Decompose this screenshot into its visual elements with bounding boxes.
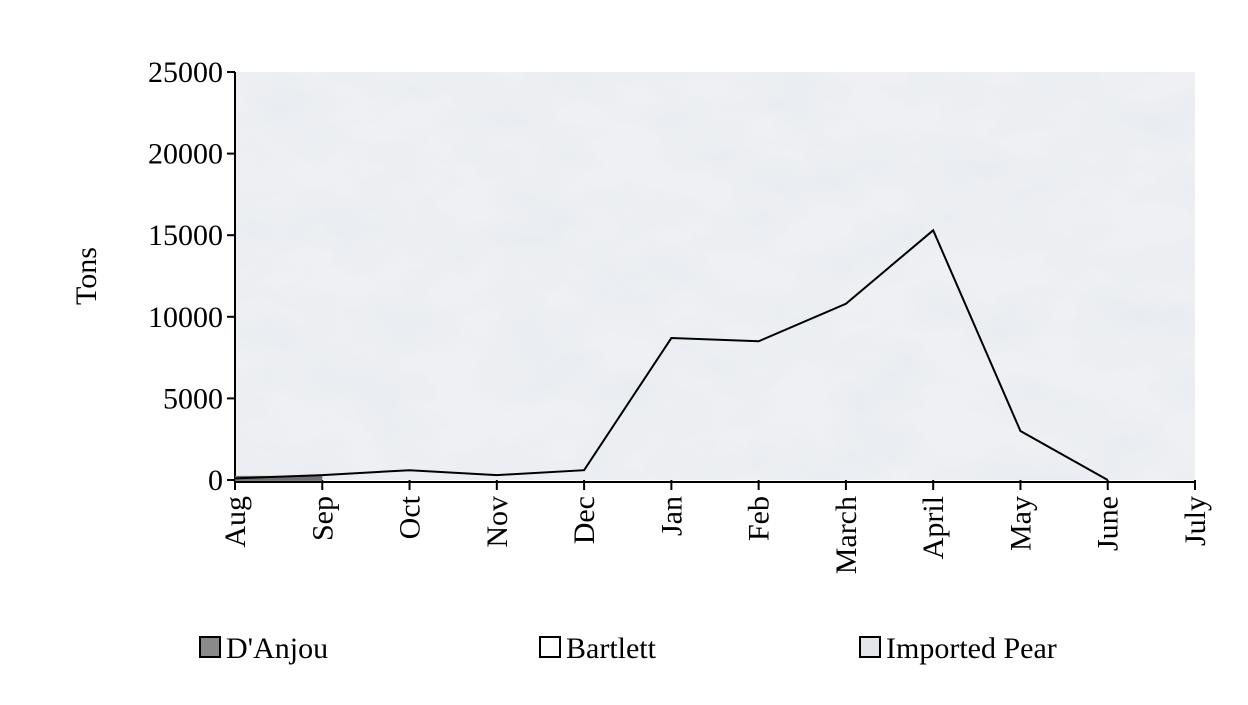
legend-swatch bbox=[200, 637, 220, 657]
y-tick-label: 25000 bbox=[148, 56, 223, 89]
x-tick-label: Sep bbox=[306, 496, 339, 541]
x-tick-label: April bbox=[917, 496, 950, 559]
legend-swatch bbox=[540, 637, 560, 657]
y-axis-title: Tons bbox=[70, 247, 103, 305]
plot-texture bbox=[235, 72, 1195, 480]
x-tick-label: Aug bbox=[219, 496, 252, 548]
legend-swatch bbox=[860, 637, 880, 657]
y-tick-label: 5000 bbox=[163, 382, 223, 415]
x-tick-label: Feb bbox=[743, 496, 776, 541]
x-tick-label: March bbox=[830, 496, 863, 574]
y-tick-label: 0 bbox=[208, 464, 223, 497]
x-tick-label: Jan bbox=[655, 496, 688, 536]
legend-label: D'Anjou bbox=[226, 632, 328, 665]
y-tick-label: 20000 bbox=[148, 138, 223, 171]
x-tick-label: July bbox=[1179, 496, 1212, 546]
x-tick-label: Dec bbox=[568, 496, 601, 544]
x-tick-label: May bbox=[1004, 496, 1037, 551]
y-tick-label: 10000 bbox=[148, 301, 223, 334]
x-tick-label: June bbox=[1092, 496, 1125, 551]
legend-label: Imported Pear bbox=[886, 632, 1057, 665]
chart: Tons 0 5000 10000 15000 20000 25000 Aug Sep Oct N… bbox=[0, 0, 1248, 700]
y-tick-label: 15000 bbox=[148, 219, 223, 252]
legend-label: Bartlett bbox=[566, 632, 657, 665]
x-tick-label: Nov bbox=[481, 496, 514, 548]
x-tick-label: Oct bbox=[394, 495, 427, 539]
